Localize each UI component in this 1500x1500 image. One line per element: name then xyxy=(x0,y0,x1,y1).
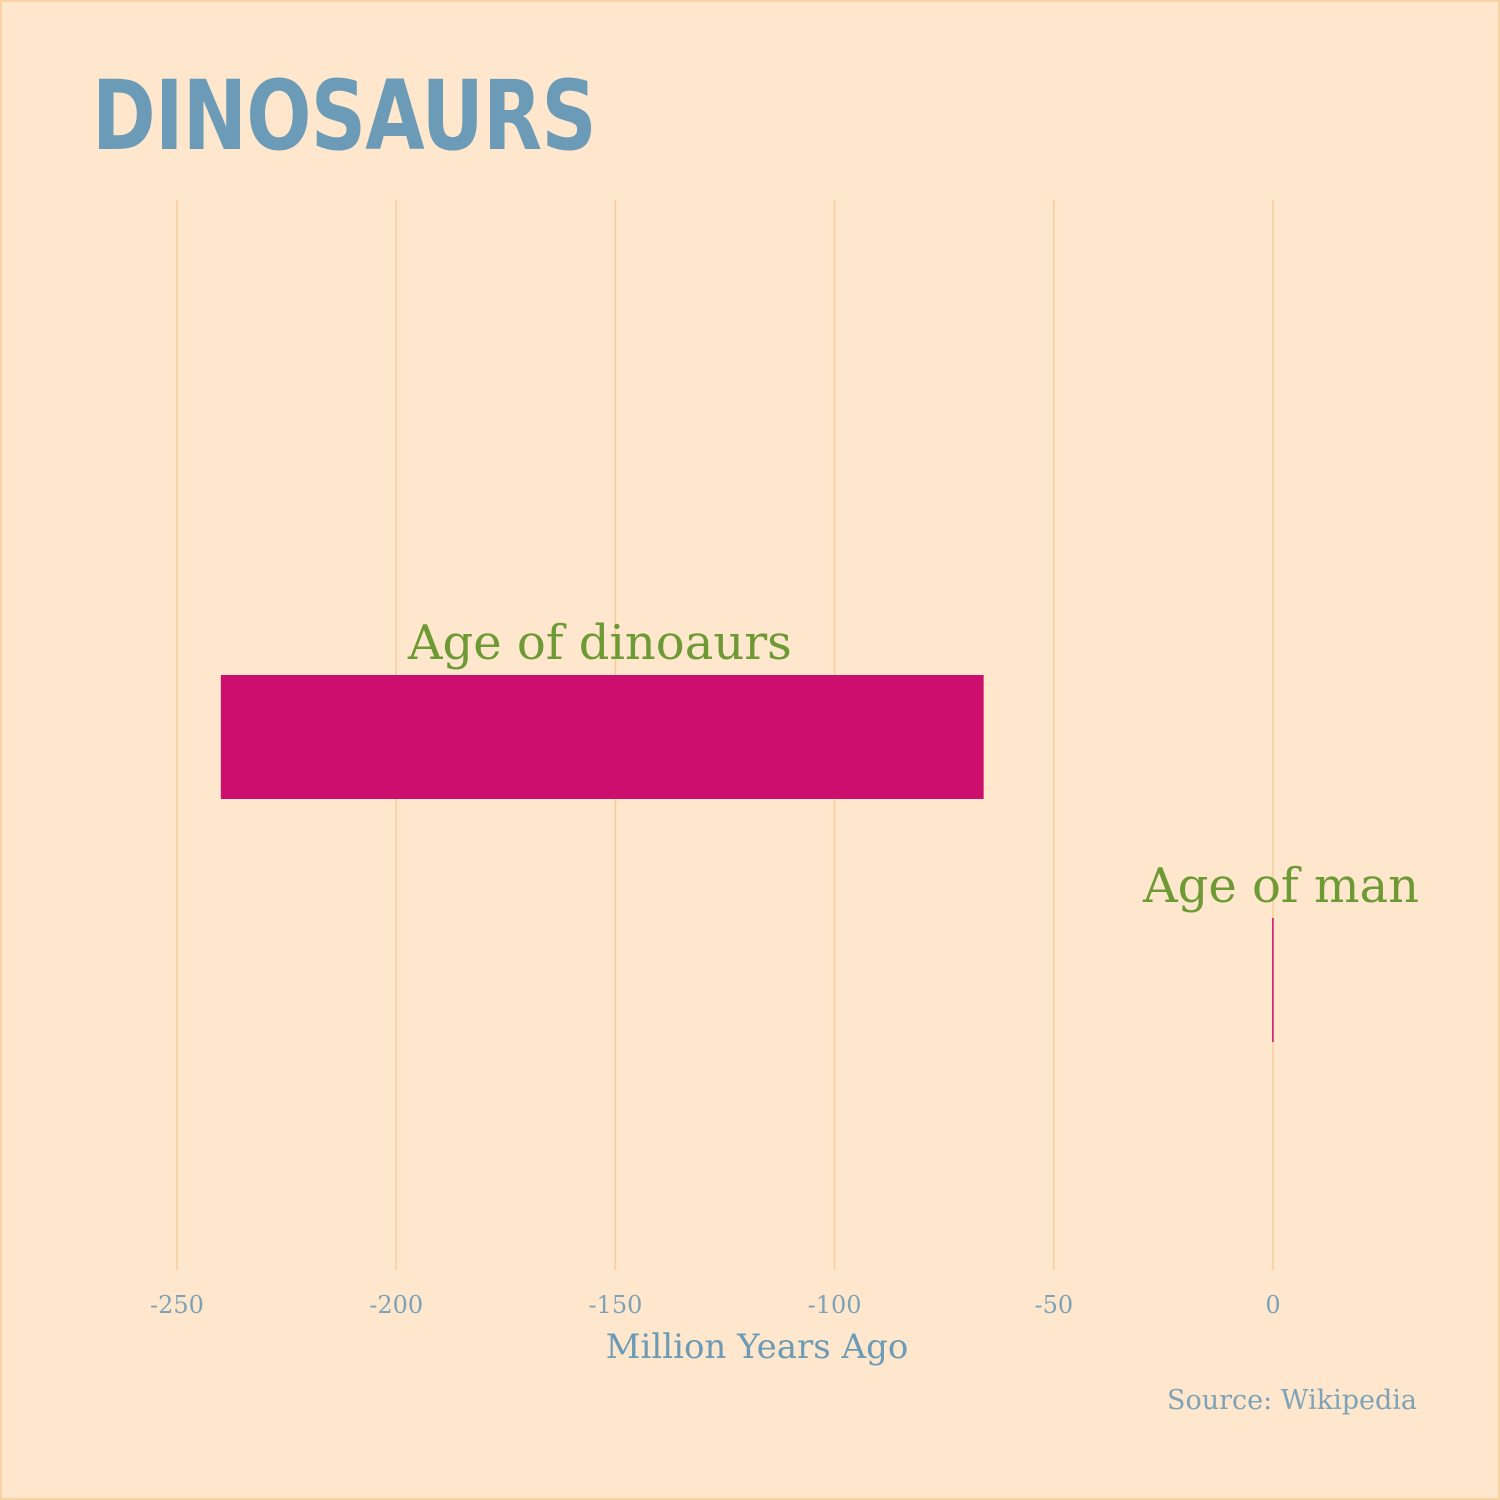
bar xyxy=(1272,918,1274,1042)
bar xyxy=(220,675,984,799)
bar-label: Age of man xyxy=(1142,858,1419,914)
x-tick-label: -100 xyxy=(808,1291,862,1319)
source-note: Source: Wikipedia xyxy=(1167,1385,1417,1416)
x-tick-label: -250 xyxy=(150,1291,204,1319)
x-axis-ticks: -250 -200 -150 -100 -50 0 xyxy=(150,1291,1281,1319)
x-tick-label: -200 xyxy=(369,1291,423,1319)
chart-title: DINOSAURS xyxy=(92,60,597,172)
x-tick-label: -50 xyxy=(1034,1291,1073,1319)
bars: Age of dinoaurs Age of man xyxy=(220,615,1419,1042)
x-tick-label: 0 xyxy=(1265,1291,1280,1319)
x-tick-label: -150 xyxy=(588,1291,642,1319)
x-axis-title: Million Years Ago xyxy=(606,1327,909,1367)
bar-label: Age of dinoaurs xyxy=(407,615,792,671)
